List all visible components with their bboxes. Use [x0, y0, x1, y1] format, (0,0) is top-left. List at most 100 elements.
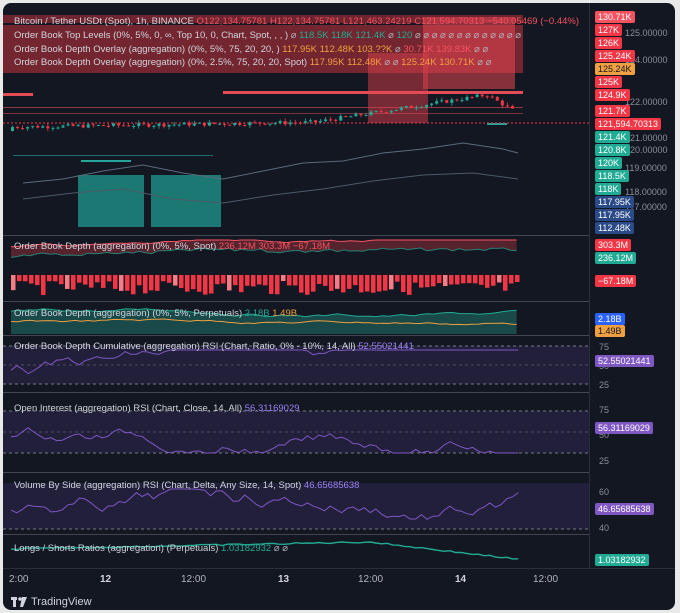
pane-separator[interactable]	[3, 392, 589, 393]
candle	[258, 122, 262, 124]
candle	[152, 125, 156, 127]
candle	[394, 109, 398, 111]
indicator-name: Order Book Top Levels (0%, 5%, 0, ∞, Top…	[14, 30, 289, 41]
candle	[470, 96, 474, 98]
price-tag-red: 126K	[595, 37, 623, 49]
indicator-legend-depth-overlay-1[interactable]: Order Book Depth Overlay (aggregation) (…	[14, 44, 489, 55]
candle	[61, 125, 65, 128]
pane-separator[interactable]	[3, 534, 589, 535]
rsi-oi-pane[interactable]	[3, 393, 589, 471]
depth-delta-bar	[41, 275, 46, 295]
candle	[420, 107, 424, 109]
price-tick: 125.00000	[625, 28, 668, 38]
heatmap-line	[223, 91, 523, 94]
candle	[364, 115, 368, 117]
candle	[218, 123, 222, 125]
candle	[344, 116, 348, 118]
bid-level-line	[81, 160, 131, 162]
pane-separator[interactable]	[3, 301, 589, 302]
candle	[399, 107, 403, 110]
candle	[71, 124, 75, 126]
pane-tag: 1.03182932	[595, 554, 649, 566]
depth-delta-bar	[161, 275, 166, 282]
candle	[334, 119, 338, 121]
depth-perp-pane[interactable]	[3, 302, 589, 334]
depth-delta-bar	[419, 275, 424, 288]
price-tick: 117.00000	[625, 202, 667, 212]
time-axis[interactable]	[3, 568, 675, 589]
depth-delta-bar	[131, 275, 136, 295]
depth-delta-bar	[113, 275, 118, 289]
depth-delta-bars	[11, 275, 520, 295]
pane-legend-long-short[interactable]: Longs / Shorts Ratios (aggregation) (Per…	[14, 543, 288, 554]
pane-legend-rsi-depth[interactable]: Order Book Depth Cumulative (aggregation…	[14, 341, 414, 352]
depth-delta-bar	[377, 275, 382, 292]
ohlc-open: O122,134.75781	[196, 16, 268, 27]
indicator-name: Order Book Depth Overlay (aggregation) (…	[14, 44, 280, 55]
depth-delta-bar	[257, 275, 262, 285]
candle	[435, 101, 439, 104]
price-tag-orange: 125.24K	[595, 63, 635, 75]
long-short-pane[interactable]	[3, 535, 589, 567]
candle	[379, 111, 383, 113]
pane-legend-depth-perp[interactable]: Order Book Depth (aggregation) (0%, 5%, …	[14, 308, 298, 319]
depth-spot-pane[interactable]	[3, 236, 589, 300]
candle	[51, 127, 55, 129]
depth-delta-bar	[311, 275, 316, 292]
depth-line	[10, 239, 517, 248]
indicator-legend-depth-overlay-2[interactable]: Order Book Depth Overlay (aggregation) (…	[14, 57, 492, 68]
pane-separator[interactable]	[3, 472, 589, 473]
symbol-legend[interactable]: Bitcoin / Tether USDt (Spot), 1h, BINANC…	[14, 16, 579, 28]
price-tag-red: 127K	[595, 24, 623, 36]
overlay-line	[22, 172, 519, 204]
candle	[233, 122, 237, 126]
candle	[81, 124, 85, 128]
depth-delta-bar	[137, 275, 142, 286]
ohlc-low: L121,463.24219	[342, 16, 412, 27]
candle	[147, 123, 151, 127]
heatmap-band	[3, 15, 523, 23]
candle	[197, 122, 201, 124]
candle	[36, 126, 40, 128]
indicator-legend-top-levels[interactable]: Order Book Top Levels (0%, 5%, 0, ∞, Top…	[14, 30, 522, 41]
price-tag-green: 120.8K	[595, 144, 630, 156]
depth-delta-bar	[503, 275, 508, 291]
depth-delta-bar	[467, 275, 472, 284]
candle	[127, 125, 131, 127]
pane-separator[interactable]	[3, 335, 589, 336]
main-pane[interactable]	[3, 3, 589, 233]
depth-delta-bar	[47, 275, 52, 282]
pane-legend-rsi-oi[interactable]: Open Interest (aggregation) RSI (Chart, …	[14, 403, 300, 414]
candle	[192, 123, 196, 126]
candle	[339, 116, 343, 121]
brand-name: TradingView	[31, 596, 92, 608]
candle	[96, 125, 100, 127]
candle	[31, 126, 35, 128]
pane-tag: 236.12M	[595, 252, 637, 264]
candle	[404, 105, 408, 108]
rsi-line	[10, 349, 519, 375]
rsi-depth-pane[interactable]	[3, 336, 589, 391]
price-axis-border	[589, 3, 590, 568]
pane-separator[interactable]	[3, 235, 589, 236]
price-tag-green: 120K	[595, 157, 623, 169]
depth-delta-bar	[185, 275, 190, 292]
candle	[106, 125, 110, 127]
depth-line-2	[10, 247, 517, 258]
candle	[475, 94, 479, 97]
candle	[425, 105, 429, 108]
depth-delta-bar	[425, 275, 430, 288]
heatmap-line	[3, 93, 33, 96]
heatmap-line	[3, 107, 523, 108]
pane-legend-rsi-vbs[interactable]: Volume By Side (aggregation) RSI (Chart,…	[14, 480, 360, 491]
candle	[359, 113, 363, 116]
candle	[86, 124, 90, 128]
pane-legend-depth-spot[interactable]: Order Book Depth (aggregation) (0%, 5%, …	[14, 241, 331, 252]
candle	[445, 100, 449, 103]
depth-delta-bar	[293, 275, 298, 286]
rsi-vbs-pane[interactable]	[3, 473, 589, 533]
candle	[187, 122, 191, 126]
tradingview-brand[interactable]: TradingView	[11, 595, 92, 609]
candle	[314, 120, 317, 123]
depth-delta-bar	[323, 275, 328, 286]
